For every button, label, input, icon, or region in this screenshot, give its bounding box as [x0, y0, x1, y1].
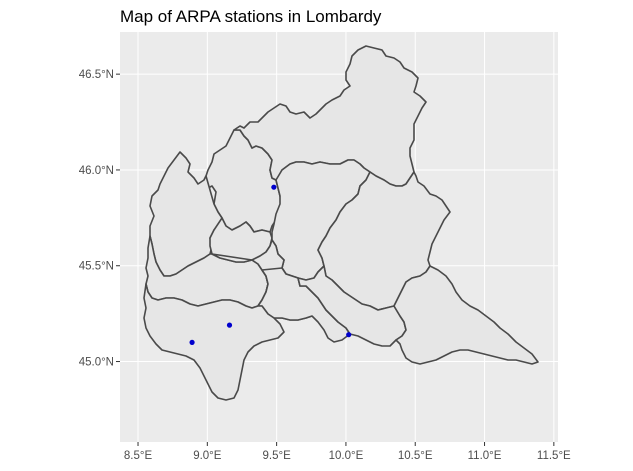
x-tick-label: 8.5°E — [124, 450, 153, 462]
x-tick-label: 10.0°E — [329, 450, 364, 462]
province-region — [393, 265, 539, 365]
station-point — [271, 184, 277, 190]
station-points — [189, 184, 352, 345]
y-tick-label: 46.0°N — [79, 165, 114, 177]
chart-title: Map of ARPA stations in Lombardy — [120, 7, 382, 26]
lombardy-provinces — [143, 45, 539, 401]
y-tick-label: 46.5°N — [79, 69, 114, 81]
x-axis: 8.5°E 9.0°E 9.5°E 10.0°E 10.5°E 11.0°E 11.5°E — [124, 442, 571, 462]
x-tick-label: 10.5°E — [398, 450, 433, 462]
y-tick-label: 45.0°N — [79, 357, 114, 369]
x-tick-label: 9.5°E — [262, 450, 291, 462]
station-point — [346, 332, 352, 338]
station-point — [226, 322, 233, 328]
station-point — [189, 339, 195, 345]
x-tick-label: 11.0°E — [468, 450, 502, 462]
y-axis: 45.0°N 45.5°N 46.0°N 46.5°N — [79, 69, 120, 369]
x-tick-label: 9.0°E — [193, 450, 222, 462]
x-tick-label: 11.5°E — [537, 450, 571, 462]
province-region — [143, 283, 285, 401]
y-tick-label: 45.5°N — [79, 261, 114, 273]
